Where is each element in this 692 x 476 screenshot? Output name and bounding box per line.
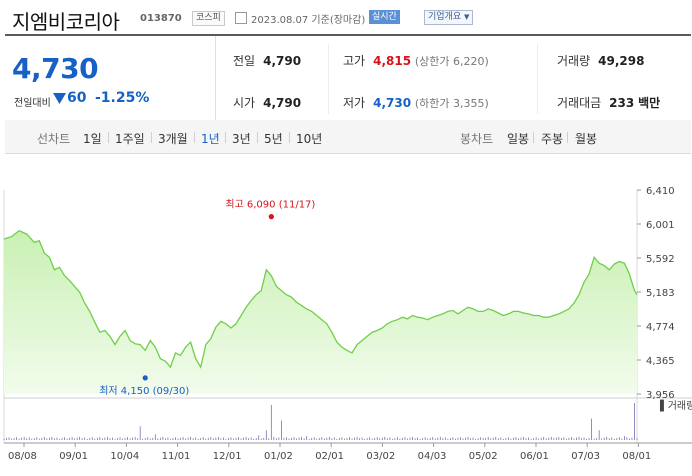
tab-3m[interactable]: 3개월 xyxy=(158,132,188,146)
low-label: 저가 xyxy=(343,96,366,110)
calendar-icon xyxy=(235,12,247,24)
y-tick-label: 3,956 xyxy=(646,390,675,401)
chart-period-tabs: 선차트 1일 1주일 3개월 1년 3년 5년 10년 봉차트 일봉 주봉 월봉 xyxy=(5,120,691,154)
company-name: 지엠비코리아 xyxy=(12,10,120,34)
x-tick-label: 08/08 xyxy=(8,451,37,462)
candle-chart-label: 봉차트 xyxy=(460,132,494,146)
tab-5y[interactable]: 5년 xyxy=(264,132,283,146)
line-chart-label: 선차트 xyxy=(37,132,71,146)
high-label: 고가 xyxy=(343,54,366,68)
y-tick-label: 4,365 xyxy=(646,356,675,367)
price-summary: 4,730 전일대비 60 -1.25% 전일 4,790 시가 4,790 고가 4… xyxy=(5,34,691,123)
tab-monthly[interactable]: 월봉 xyxy=(575,132,598,146)
x-tick-label: 11/01 xyxy=(162,451,191,462)
low-value: 4,730 xyxy=(373,96,412,110)
volume-label: 거래량 xyxy=(557,54,591,68)
tab-1w[interactable]: 1주일 xyxy=(115,132,145,146)
upper-limit: (상한가 6,220) xyxy=(414,55,489,68)
x-tick-label: 12/01 xyxy=(213,451,242,462)
volume-legend-label: ▌거래량 xyxy=(659,399,692,412)
tab-daily[interactable]: 일봉 xyxy=(507,132,530,146)
tab-1d[interactable]: 1일 xyxy=(83,132,102,146)
prev-close: 전일 4,790 xyxy=(233,52,301,69)
y-tick-label: 4,774 xyxy=(646,322,675,333)
amount-label: 거래대금 xyxy=(557,96,602,110)
x-tick-label: 10/04 xyxy=(110,451,139,462)
high-price: 고가 4,815 (상한가 6,220) xyxy=(343,52,489,69)
live-badge[interactable]: 실시간 xyxy=(369,10,400,24)
tab-10y[interactable]: 10년 xyxy=(296,132,323,146)
price-chart-svg[interactable]: 최고 6,090 (11/17) 최저 4,150 (09/30) 6,410 6,… xyxy=(0,153,692,472)
company-info-button[interactable]: 기업개요 ▼ xyxy=(424,10,474,25)
stock-header: 지엠비코리아 013870 코스피 2023.08.07 기준(장마감) 실시간… xyxy=(0,0,692,34)
date-text: 2023.08.07 기준(장마감) xyxy=(251,15,366,26)
amount-unit: 백만 xyxy=(638,96,661,110)
y-tick-label: 5,183 xyxy=(646,288,675,299)
x-tick-label: 06/01 xyxy=(520,451,549,462)
volume-value: 49,298 xyxy=(598,54,645,68)
current-price-panel: 4,730 전일대비 60 -1.25% xyxy=(5,36,216,122)
tab-weekly[interactable]: 주봉 xyxy=(541,132,564,146)
x-tick-label: 07/03 xyxy=(571,451,600,462)
x-tick-label: 08/01 xyxy=(622,451,651,462)
y-tick-label: 6,001 xyxy=(646,220,675,231)
chevron-down-icon: ▼ xyxy=(464,13,470,21)
low-price: 저가 4,730 (하한가 3,355) xyxy=(343,94,489,111)
trade-amount: 거래대금 233 백만 xyxy=(557,94,660,111)
prev-close-value: 4,790 xyxy=(263,54,302,68)
x-tick-label: 05/02 xyxy=(469,451,498,462)
price-chart[interactable]: 최고 6,090 (11/17) 최저 4,150 (09/30) 6,410 6,… xyxy=(0,153,692,472)
high-value: 4,815 xyxy=(373,54,412,68)
market-badge: 코스피 xyxy=(192,11,225,26)
price-line xyxy=(3,229,638,369)
low-marker-label: 최저 4,150 (09/30) xyxy=(99,385,189,397)
stock-code: 013870 xyxy=(140,13,182,24)
tab-3y[interactable]: 3년 xyxy=(232,132,251,146)
lower-limit: (하한가 3,355) xyxy=(414,97,489,110)
high-marker-dot xyxy=(268,214,274,220)
x-tick-label: 02/01 xyxy=(315,451,344,462)
open-price: 시가 4,790 xyxy=(233,94,301,111)
x-tick-label: 01/02 xyxy=(264,451,293,462)
y-tick-label: 6,410 xyxy=(646,186,675,197)
change-value: 60 xyxy=(67,90,87,106)
current-price: 4,730 xyxy=(12,52,99,85)
change-percent: -1.25% xyxy=(95,90,150,106)
price-area xyxy=(4,230,637,394)
prev-close-label: 전일 xyxy=(233,54,256,68)
tab-1y[interactable]: 1년 xyxy=(201,132,220,146)
x-tick-label: 04/03 xyxy=(418,451,447,462)
company-info-label: 기업개요 xyxy=(428,12,462,22)
x-tick-label: 09/01 xyxy=(59,451,88,462)
x-tick-label: 03/02 xyxy=(366,451,395,462)
amount-value: 233 xyxy=(609,96,635,110)
open-value: 4,790 xyxy=(263,96,302,110)
high-marker-label: 최고 6,090 (11/17) xyxy=(225,199,315,211)
change-label: 전일대비 xyxy=(14,98,51,109)
low-marker-dot xyxy=(142,375,148,381)
open-label: 시가 xyxy=(233,96,256,110)
triangle-down-icon xyxy=(53,93,66,104)
volume: 거래량 49,298 xyxy=(557,52,644,69)
y-tick-label: 5,592 xyxy=(646,254,675,265)
